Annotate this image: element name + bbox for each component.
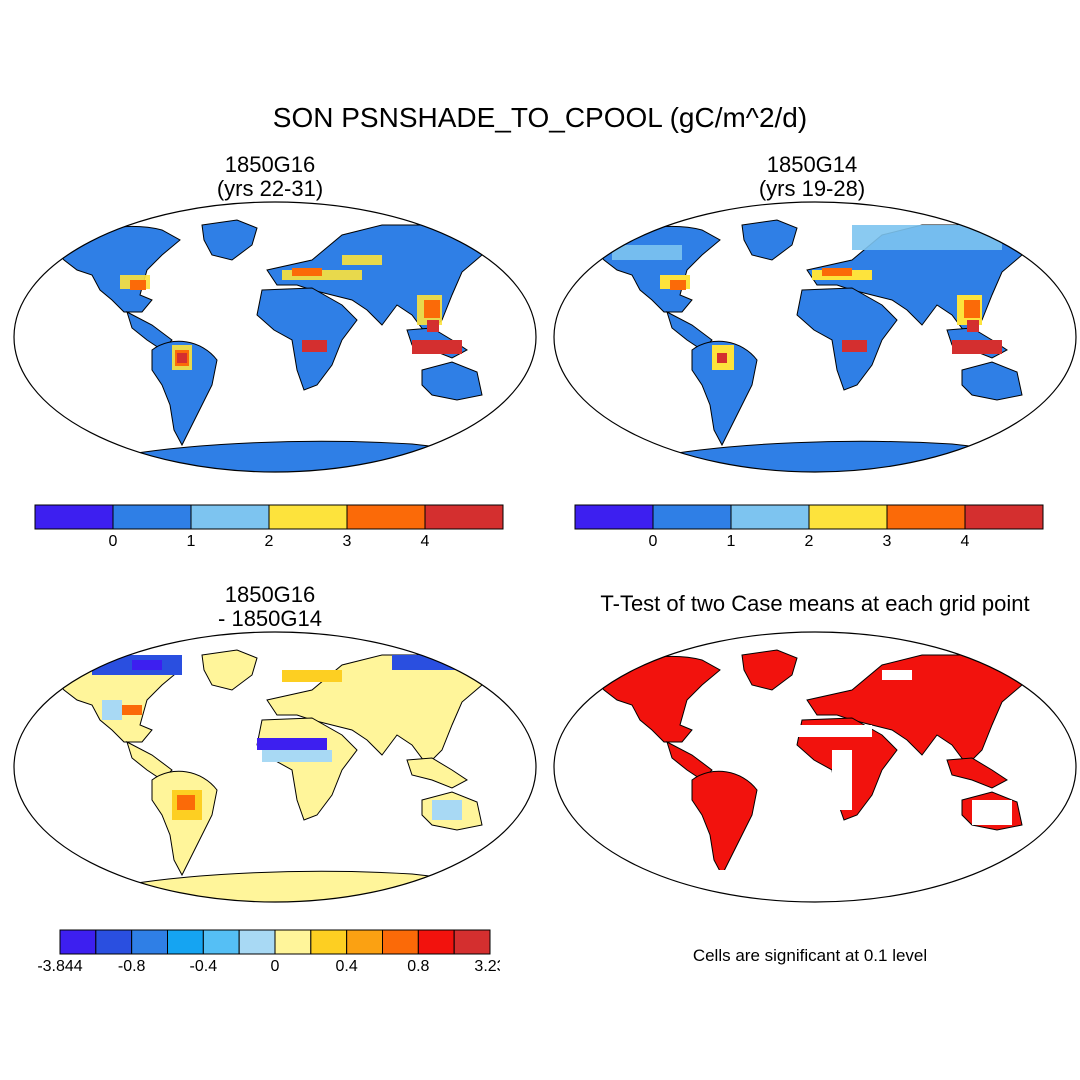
colorbar-difference-swatch xyxy=(131,929,168,955)
colorbar-difference-swatch xyxy=(310,929,348,955)
colorbar-g16-swatches xyxy=(34,504,504,530)
colorbar-g14-label: 1 xyxy=(727,533,736,550)
colorbar-g14-swatches xyxy=(574,504,1044,530)
colorbar-g16: 0 1 2 3 4 xyxy=(34,504,504,550)
map-panel-ttest xyxy=(553,631,1077,903)
panel-title-g16: 1850G16 (yrs 22-31) xyxy=(216,152,324,201)
colorbar-difference-swatch xyxy=(202,929,240,955)
colorbar-g14-swatch xyxy=(964,504,1044,530)
colorbar-difference-label: -3.844 xyxy=(37,958,82,975)
colorbar-difference-label: 0 xyxy=(271,958,280,975)
colorbar-g16-swatch xyxy=(34,504,114,530)
colorbar-difference-label: 3.23 xyxy=(474,958,500,975)
colorbar-g16-swatch xyxy=(190,504,270,530)
colorbar-g14-label: 2 xyxy=(805,533,814,550)
colorbar-g14-label: 0 xyxy=(649,533,658,550)
colorbar-g14-swatch xyxy=(886,504,966,530)
colorbar-g14-swatch xyxy=(652,504,732,530)
colorbar-difference-label: 0.4 xyxy=(336,958,358,975)
colorbar-difference-swatch xyxy=(167,929,204,955)
colorbar-g14-swatch xyxy=(808,504,888,530)
colorbar-difference: -3.844 -0.8 -0.4 0 0.4 0.8 3.23 xyxy=(37,929,500,975)
significance-note: Cells are significant at 0.1 level xyxy=(692,946,928,965)
map-panel-difference xyxy=(13,631,537,903)
colorbar-difference-swatch xyxy=(238,929,276,955)
map-panel-g16 xyxy=(13,201,537,473)
colorbar-g16-labels: 0 1 2 3 4 xyxy=(109,533,430,550)
colorbar-g16-swatch xyxy=(346,504,426,530)
colorbar-g16-label: 2 xyxy=(265,533,274,550)
figure-title: SON PSNSHADE_TO_CPOOL (gC/m^2/d) xyxy=(272,102,808,133)
colorbar-g16-swatch xyxy=(112,504,192,530)
colorbar-difference-label: -0.8 xyxy=(118,958,146,975)
colorbar-g16-label: 4 xyxy=(421,533,430,550)
colorbar-g16-label: 1 xyxy=(187,533,196,550)
colorbar-g14-label: 3 xyxy=(883,533,892,550)
colorbar-g16-label: 3 xyxy=(343,533,352,550)
colorbar-difference-label: -0.4 xyxy=(190,958,218,975)
colorbar-difference-label: 0.8 xyxy=(407,958,429,975)
colorbar-g14-swatch xyxy=(574,504,654,530)
colorbar-g16-label: 0 xyxy=(109,533,118,550)
panel-title-ttest: T-Test of two Case means at each grid po… xyxy=(600,591,1030,616)
colorbar-g16-swatch xyxy=(424,504,504,530)
colorbar-g14-swatch xyxy=(730,504,810,530)
colorbar-difference-swatches xyxy=(59,929,491,955)
colorbar-difference-swatch xyxy=(274,929,312,955)
colorbar-g14: 0 1 2 3 4 xyxy=(574,504,1044,550)
map-panel-g14 xyxy=(553,201,1077,473)
colorbar-difference-swatch xyxy=(95,929,133,955)
colorbar-g16-swatch xyxy=(268,504,348,530)
colorbar-difference-swatch xyxy=(382,929,419,955)
colorbar-difference-swatch xyxy=(346,929,383,955)
panel-title-diff: 1850G16- 1850G14 xyxy=(218,582,322,631)
colorbar-g14-label: 4 xyxy=(961,533,970,550)
colorbar-difference-swatch xyxy=(453,929,491,955)
colorbar-g14-labels: 0 1 2 3 4 xyxy=(649,533,970,550)
colorbar-difference-swatch xyxy=(417,929,455,955)
colorbar-difference-labels: -3.844 -0.8 -0.4 0 0.4 0.8 3.23 xyxy=(37,958,500,975)
colorbar-difference-swatch xyxy=(59,929,97,955)
panel-title-g14: 1850G14 (yrs 19-28) xyxy=(758,152,866,201)
